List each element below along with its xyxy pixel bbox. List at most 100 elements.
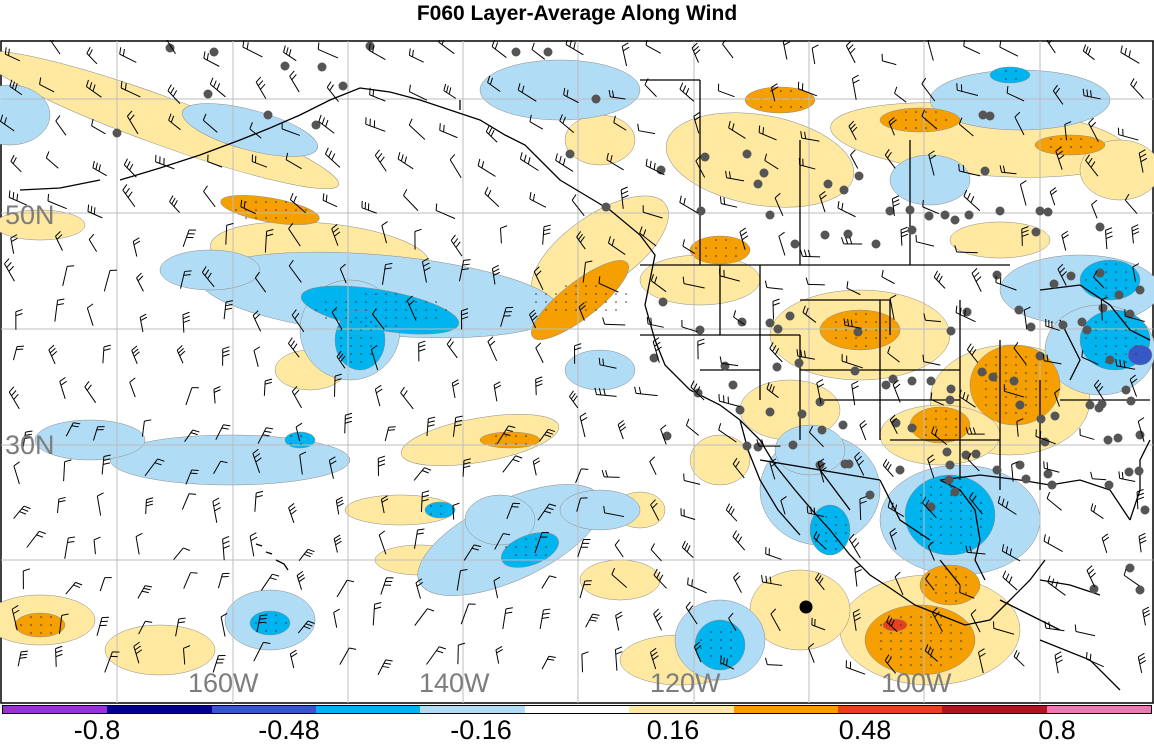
observation-dot — [1127, 397, 1136, 406]
anomaly-contour-region — [990, 67, 1030, 83]
observation-dot — [824, 180, 833, 189]
stipple-dot — [555, 293, 557, 295]
stipple-dot — [950, 542, 952, 544]
stipple-dot — [900, 664, 902, 666]
stipple-dot — [1095, 321, 1097, 323]
stipple-dot — [770, 90, 772, 92]
stipple-dot — [1070, 138, 1072, 140]
stipple-dot — [910, 616, 912, 618]
observation-dot — [1022, 475, 1031, 484]
stipple-dot — [780, 90, 782, 92]
observation-dot — [318, 63, 327, 72]
stipple-dot — [720, 631, 722, 633]
stipple-dot — [900, 616, 902, 618]
stipple-dot — [985, 380, 987, 382]
stipple-dot — [925, 426, 927, 428]
observation-dot — [925, 212, 934, 221]
observation-dot — [840, 186, 849, 195]
colorbar-segment — [838, 706, 942, 713]
stipple-dot — [1095, 337, 1097, 339]
anomaly-contour-region — [560, 490, 640, 530]
stipple-dot — [880, 640, 882, 642]
stipple-dot — [940, 640, 942, 642]
stipple-dot — [725, 255, 727, 257]
stipple-dot — [915, 119, 917, 121]
observation-dot — [1015, 306, 1024, 315]
stipple-dot — [425, 309, 427, 311]
stipple-dot — [535, 293, 537, 295]
stipple-dot — [955, 418, 957, 420]
stipple-dot — [340, 345, 342, 347]
stipple-dot — [235, 209, 237, 211]
stipple-dot — [955, 434, 957, 436]
observation-dot — [1050, 280, 1059, 289]
stipple-dot — [950, 518, 952, 520]
observation-dot — [906, 206, 915, 215]
stipple-dot — [40, 632, 42, 634]
stipple-dot — [1035, 396, 1037, 398]
stipple-dot — [435, 309, 437, 311]
anomaly-contour-region — [690, 435, 750, 485]
stipple-dot — [350, 337, 352, 339]
observation-dot — [818, 426, 827, 435]
stipple-dot — [900, 632, 902, 634]
observation-dot — [766, 319, 775, 328]
stipple-dot — [515, 554, 517, 556]
colorbar-segment — [420, 706, 524, 713]
observation-dot — [993, 271, 1002, 280]
stipple-dot — [925, 418, 927, 420]
observation-dot — [996, 207, 1005, 216]
stipple-dot — [1125, 345, 1127, 347]
stipple-dot — [50, 632, 52, 634]
stipple-dot — [300, 435, 302, 437]
stipple-dot — [835, 337, 837, 339]
observation-dot — [729, 381, 738, 390]
stipple-dot — [950, 632, 952, 634]
stipple-dot — [885, 337, 887, 339]
stipple-dot — [825, 540, 827, 542]
stipple-dot — [595, 285, 597, 287]
stipple-dot — [375, 293, 377, 295]
stipple-dot — [900, 656, 902, 658]
stipple-dot — [285, 209, 287, 211]
stipple-dot — [950, 534, 952, 536]
stipple-dot — [1015, 388, 1017, 390]
stipple-dot — [355, 317, 357, 319]
anomaly-contour-region — [335, 310, 385, 370]
stipple-dot — [715, 247, 717, 249]
stipple-dot — [735, 255, 737, 257]
colorbar-segment — [734, 706, 838, 713]
stipple-dot — [735, 247, 737, 249]
stipple-dot — [940, 648, 942, 650]
stipple-dot — [325, 317, 327, 319]
stipple-dot — [730, 647, 732, 649]
stipple-dot — [710, 655, 712, 657]
stipple-dot — [340, 337, 342, 339]
stipple-dot — [1135, 337, 1137, 339]
stipple-dot — [910, 632, 912, 634]
stipple-dot — [360, 337, 362, 339]
observation-dot — [851, 367, 860, 376]
stipple-dot — [525, 546, 527, 548]
stipple-dot — [615, 301, 617, 303]
observation-dot — [1016, 401, 1025, 410]
observation-dot — [882, 381, 891, 390]
stipple-dot — [920, 632, 922, 634]
stipple-dot — [535, 554, 537, 556]
stipple-dot — [980, 526, 982, 528]
observation-dot — [512, 48, 521, 57]
observation-dot — [981, 167, 990, 176]
stipple-dot — [725, 239, 727, 241]
stipple-dot — [865, 345, 867, 347]
stipple-dot — [950, 640, 952, 642]
stipple-dot — [1050, 146, 1052, 148]
stipple-dot — [920, 510, 922, 512]
stipple-dot — [575, 293, 577, 295]
stipple-dot — [930, 518, 932, 520]
stipple-dot — [935, 426, 937, 428]
stipple-dot — [385, 325, 387, 327]
stipple-dot — [970, 510, 972, 512]
stipple-dot — [960, 510, 962, 512]
observation-dot — [945, 476, 954, 485]
stipple-dot — [955, 568, 957, 570]
